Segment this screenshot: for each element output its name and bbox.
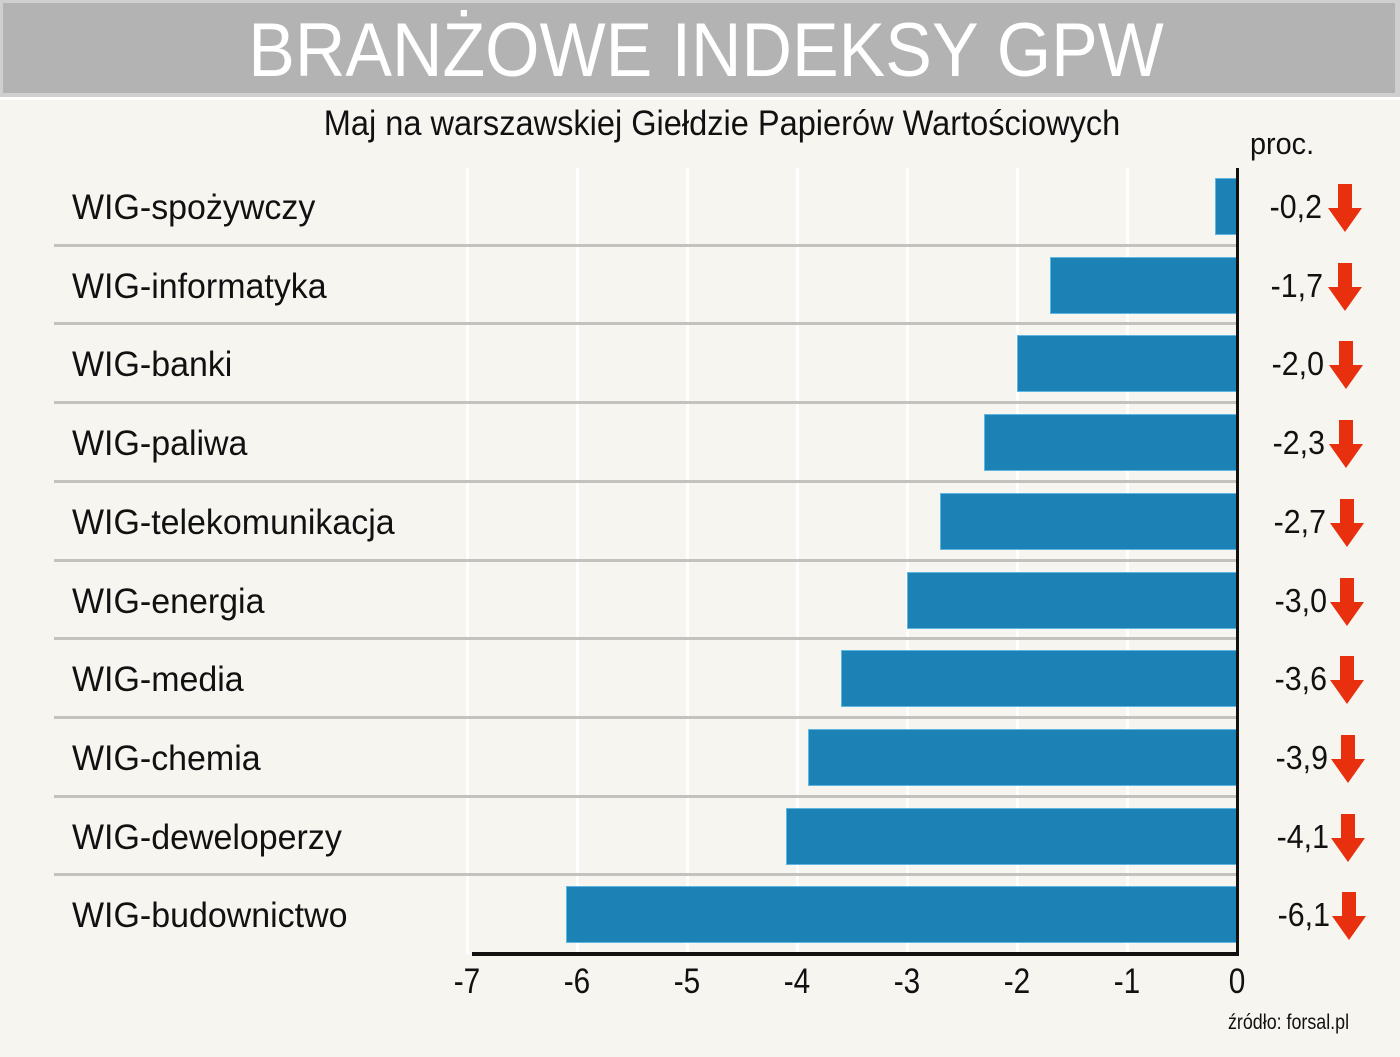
bar (1050, 256, 1237, 314)
row-separator (54, 715, 1237, 719)
arrow-down-icon (1329, 498, 1364, 547)
x-tick-label: -1 (1113, 962, 1141, 1001)
x-tick-label: -5 (673, 962, 701, 1001)
row-separator (54, 637, 1237, 641)
bar (984, 414, 1237, 472)
header-inner (3, 3, 1395, 93)
value-label: -2,3 (1272, 424, 1325, 462)
value-label: -6,1 (1277, 896, 1331, 934)
row-separator (54, 243, 1237, 247)
value-label: -0,2 (1269, 188, 1322, 225)
chart-subtitle: Maj na warszawskiej Giełdzie Papierów Wa… (323, 104, 1121, 143)
x-tick-label: 0 (1228, 962, 1246, 1001)
category-label: WIG-energia (72, 581, 265, 621)
bar (1215, 178, 1237, 235)
bar (841, 650, 1237, 708)
zero-axis-line (1236, 168, 1239, 956)
x-tick-label: -4 (783, 962, 811, 1001)
category-label: WIG-paliwa (72, 424, 248, 464)
row-separator (54, 794, 1237, 798)
arrow-down-icon (1331, 892, 1366, 941)
arrow-down-icon (1328, 184, 1362, 232)
x-tick-label: -2 (1003, 962, 1031, 1001)
header-banner: BRANŻOWE INDEKSY GPW (0, 0, 1400, 97)
category-label: WIG-spożywczy (72, 188, 316, 227)
row-separator (54, 322, 1237, 326)
arrow-down-icon (1329, 420, 1364, 469)
row-separator (54, 873, 1237, 877)
category-label: WIG-budownictwo (72, 896, 348, 936)
bar (1017, 335, 1237, 393)
arrow-down-icon (1330, 656, 1365, 705)
x-axis-line (472, 952, 1239, 956)
category-label: WIG-informatyka (72, 266, 327, 306)
value-label: -2,0 (1271, 345, 1324, 383)
category-label: WIG-media (72, 660, 244, 700)
row-separator (54, 558, 1237, 562)
value-label: -4,1 (1276, 817, 1330, 855)
arrow-down-icon (1330, 734, 1365, 783)
category-label: WIG-deweloperzy (72, 817, 342, 857)
value-label: -3,6 (1275, 660, 1328, 698)
value-label: -3,9 (1275, 738, 1329, 776)
chart-title: BRANŻOWE INDEKSY GPW (248, 8, 1164, 93)
x-tick-label: -3 (893, 962, 921, 1001)
bar (940, 492, 1237, 550)
source-note: źródło: forsal.pl (1228, 1011, 1350, 1034)
category-label: WIG-chemia (72, 738, 261, 778)
bar (907, 571, 1237, 629)
value-label: -1,7 (1270, 266, 1323, 304)
bar (566, 886, 1237, 944)
arrow-down-icon (1330, 577, 1364, 626)
arrow-down-icon (1328, 262, 1363, 311)
x-tick-label: -6 (563, 962, 591, 1001)
category-label: WIG-telekomunikacja (72, 502, 395, 542)
row-separator (54, 401, 1237, 405)
header-divider (0, 97, 1400, 100)
unit-label: proc. (1250, 126, 1315, 161)
value-label: -2,7 (1273, 502, 1326, 540)
bar (786, 807, 1237, 865)
x-tick-label: -7 (453, 962, 481, 1001)
row-separator (54, 479, 1237, 483)
arrow-down-icon (1331, 813, 1366, 862)
bar (808, 728, 1237, 786)
arrow-down-icon (1328, 341, 1363, 390)
category-label: WIG-banki (72, 345, 233, 385)
value-label: -3,0 (1274, 581, 1327, 619)
